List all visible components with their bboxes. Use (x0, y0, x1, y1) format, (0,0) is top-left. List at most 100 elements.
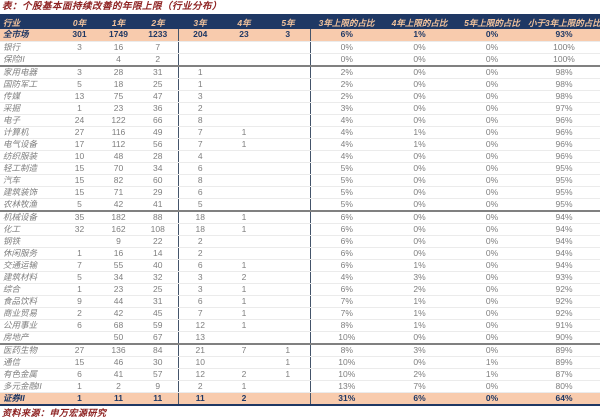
value-cell: 2 (222, 368, 266, 381)
value-cell: 1 (266, 356, 311, 369)
value-cell: 7% (310, 295, 383, 308)
value-cell: 6% (310, 235, 383, 248)
value-cell: 2 (60, 307, 99, 320)
value-cell: 1 (222, 259, 266, 272)
value-cell: 0% (383, 174, 456, 187)
value-cell: 67 (138, 331, 179, 344)
column-header: 5年上限的占比 (456, 15, 528, 29)
value-cell: 11 (178, 391, 222, 405)
table-row: 化工 32 162 108 18 1 6% 0% 0% 94% (0, 223, 600, 236)
industry-name-cell: 证券II (0, 391, 60, 405)
table-row: 有色金属 6 41 57 12 2 1 10% 2% 1% 87% (0, 368, 600, 381)
value-cell (266, 41, 311, 54)
value-cell: 32 (60, 223, 99, 236)
value-cell: 95% (528, 162, 600, 175)
value-cell: 28 (99, 64, 138, 79)
column-header-industry: 行业 (0, 15, 60, 29)
value-cell: 1% (456, 368, 528, 381)
value-cell: 2% (383, 368, 456, 381)
industry-name-cell: 纺织服装 (0, 150, 60, 163)
value-cell: 0% (456, 114, 528, 127)
value-cell: 15 (60, 174, 99, 187)
industry-name-cell: 休闲服务 (0, 247, 60, 260)
industry-name-cell: 建筑装饰 (0, 186, 60, 199)
value-cell: 1 (222, 307, 266, 320)
industry-name-cell: 多元金融II (0, 380, 60, 393)
column-header: 1年 (99, 15, 138, 29)
value-cell: 6 (60, 368, 99, 381)
value-cell: 2 (178, 235, 222, 248)
value-cell: 8% (310, 319, 383, 332)
value-cell: 12 (178, 368, 222, 381)
value-cell (266, 198, 311, 211)
value-cell: 41 (138, 198, 179, 211)
value-cell: 98% (528, 78, 600, 91)
value-cell: 64% (528, 391, 600, 405)
value-cell: 42 (99, 198, 138, 211)
industry-name-cell: 农林牧渔 (0, 198, 60, 211)
value-cell: 44 (99, 295, 138, 308)
value-cell: 5% (310, 162, 383, 175)
value-cell: 0% (456, 247, 528, 260)
value-cell: 1233 (138, 29, 179, 42)
value-cell: 204 (178, 29, 222, 42)
value-cell: 4% (310, 138, 383, 151)
value-cell: 1 (222, 295, 266, 308)
value-cell: 45 (138, 307, 179, 320)
value-cell: 0% (383, 223, 456, 236)
value-cell: 0% (456, 198, 528, 211)
value-cell: 3 (266, 29, 311, 42)
value-cell: 15 (60, 162, 99, 175)
value-cell: 2 (222, 271, 266, 284)
value-cell: 0% (456, 126, 528, 139)
table-title: 表：个股基本面持续改善的年限上限（行业分布） (2, 1, 223, 12)
value-cell (266, 259, 311, 272)
value-cell: 5% (310, 186, 383, 199)
industry-name-cell: 电子 (0, 114, 60, 127)
value-cell: 11 (99, 391, 138, 405)
industry-name-cell: 食品饮料 (0, 295, 60, 308)
value-cell: 12 (178, 319, 222, 332)
value-cell (266, 271, 311, 284)
table-row: 农林牧渔 5 42 41 5 5% 0% 0% 95% (0, 198, 600, 211)
value-cell: 0% (456, 29, 528, 42)
value-cell: 88 (138, 209, 179, 224)
column-header: 5年 (266, 15, 310, 29)
value-cell: 1% (383, 126, 456, 139)
value-cell: 0% (456, 90, 528, 103)
value-cell: 0% (456, 102, 528, 115)
value-cell: 1 (60, 380, 99, 393)
value-cell: 28 (138, 150, 179, 163)
value-cell: 40 (138, 259, 179, 272)
value-cell: 1 (222, 283, 266, 296)
value-cell (266, 126, 311, 139)
value-cell: 2 (178, 247, 222, 260)
column-header: 4年 (222, 15, 266, 29)
value-cell (266, 150, 311, 163)
industry-name-cell: 钢铁 (0, 235, 60, 248)
value-cell: 0% (383, 150, 456, 163)
value-cell (266, 295, 311, 308)
value-cell (222, 53, 266, 66)
value-cell: 1% (383, 259, 456, 272)
value-cell: 92% (528, 295, 600, 308)
value-cell: 0% (456, 64, 528, 79)
value-cell: 60 (138, 174, 179, 187)
value-cell: 6 (60, 319, 99, 332)
value-cell: 1 (222, 319, 266, 332)
value-cell: 301 (60, 29, 99, 42)
value-cell: 93% (528, 29, 600, 42)
table-row: 家用电器 3 28 31 1 2% 0% 0% 98% (0, 64, 600, 79)
value-cell: 97% (528, 102, 600, 115)
value-cell: 1 (60, 247, 99, 260)
value-cell: 95% (528, 174, 600, 187)
data-source-note: 资料来源：申万宏源研究 (2, 407, 107, 418)
industry-name-cell: 通信 (0, 356, 60, 369)
value-cell: 6% (383, 391, 456, 405)
industry-name-cell: 建筑材料 (0, 271, 60, 284)
value-cell: 8 (178, 114, 222, 127)
value-cell: 95% (528, 186, 600, 199)
value-cell: 32 (138, 271, 179, 284)
value-cell: 2 (178, 380, 222, 393)
value-cell: 6% (310, 283, 383, 296)
